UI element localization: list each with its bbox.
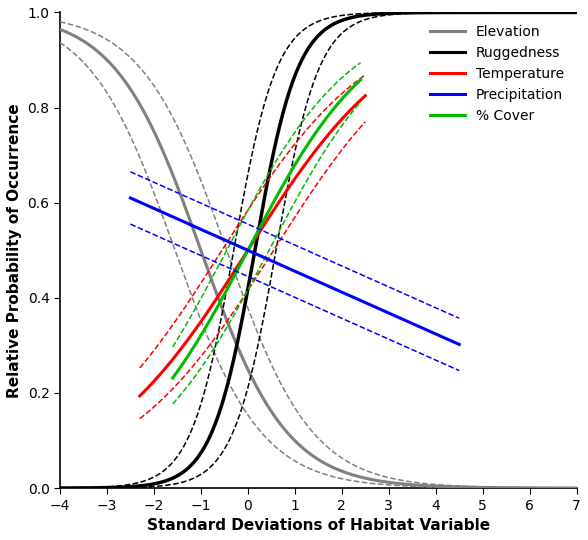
- Legend: Elevation, Ruggedness, Temperature, Precipitation, % Cover: Elevation, Ruggedness, Temperature, Prec…: [425, 19, 570, 129]
- X-axis label: Standard Deviations of Habitat Variable: Standard Deviations of Habitat Variable: [147, 518, 490, 533]
- Y-axis label: Relative Probability of Occurrence: Relative Probability of Occurrence: [7, 103, 22, 397]
